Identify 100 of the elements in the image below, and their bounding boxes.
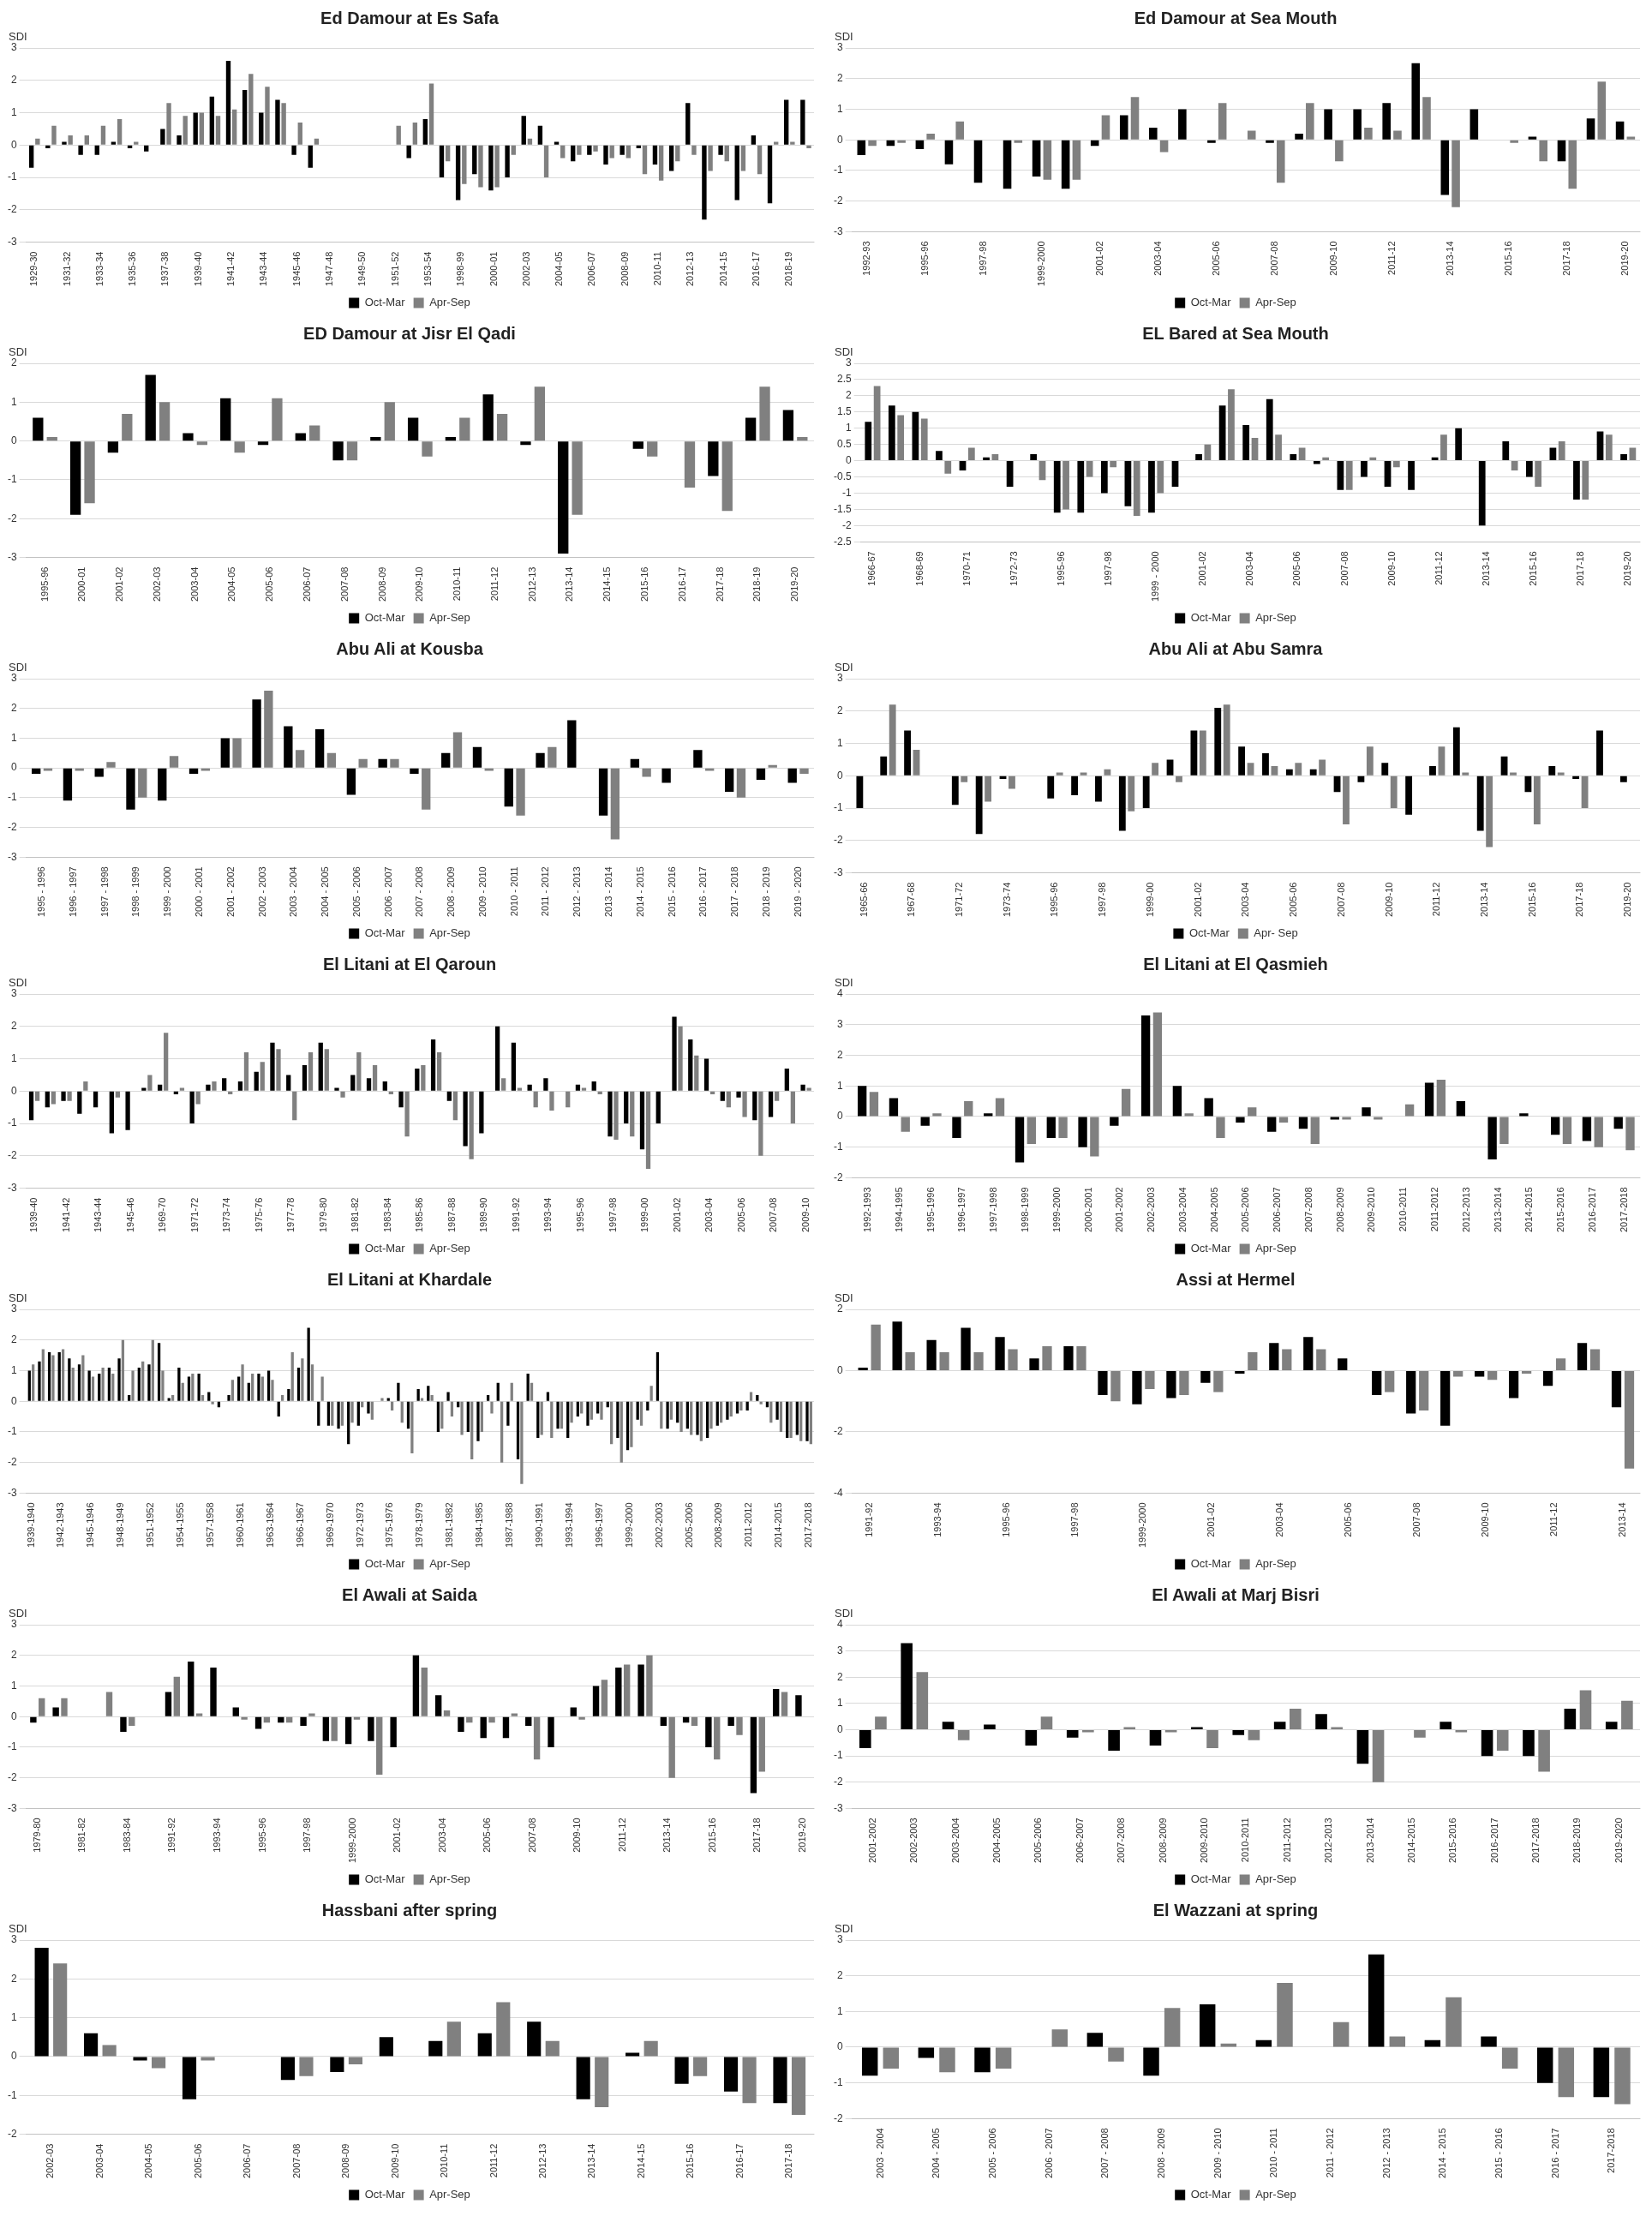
bar [714, 1716, 721, 1760]
chart-title: Hassbani after spring [321, 1900, 498, 1920]
y-tick-label: 0 [836, 1363, 843, 1376]
chart-title: El Awali at Marj Bisri [1152, 1584, 1320, 1604]
bar [422, 119, 428, 145]
bar [973, 140, 983, 183]
y-tick-label: -3 [8, 1801, 17, 1814]
bar [380, 1398, 384, 1401]
y-tick-label: 0.5 [836, 437, 852, 450]
bar [1058, 1117, 1068, 1138]
x-tick-label: 2017 - 2018 [729, 866, 740, 917]
y-tick-label: 2 [10, 702, 17, 715]
x-tick-label: 2004-2005 [991, 1818, 1003, 1863]
y-tick-label: -2 [8, 512, 17, 524]
bar [684, 441, 696, 488]
bar [1204, 1098, 1213, 1117]
y-tick-label: -2 [834, 194, 843, 207]
bar [133, 2057, 147, 2061]
bar [1582, 461, 1589, 500]
bar [189, 1091, 195, 1124]
bar [639, 1091, 645, 1150]
x-tick-label: 2011-2012 [743, 1502, 754, 1548]
bar [428, 83, 434, 145]
x-tick-label: 2001-02 [671, 1197, 682, 1233]
x-tick-label: 2014 - 2015 [634, 866, 645, 917]
bar [725, 768, 734, 792]
bar [443, 1710, 451, 1716]
x-tick-label: 2015-16 [685, 2143, 696, 2179]
bar [1389, 2036, 1406, 2047]
bar [1481, 1730, 1493, 1757]
bar [230, 1380, 235, 1401]
x-tick-label: 1999-00 [1144, 882, 1155, 918]
bar [649, 1386, 653, 1401]
x-tick-label: 2016-2017 [1488, 1818, 1499, 1863]
x-tick-label: 1942-1943 [55, 1502, 66, 1548]
bar [511, 1042, 517, 1091]
bar [1199, 2003, 1216, 2047]
bar [367, 1401, 370, 1414]
bar [356, 1401, 360, 1426]
bar [901, 1643, 913, 1730]
bar [520, 1401, 524, 1484]
bar [1282, 1349, 1292, 1370]
bar [220, 738, 230, 768]
bar [141, 1087, 147, 1091]
bar [510, 1382, 513, 1401]
bar [1414, 1730, 1426, 1738]
y-tick-label: 0 [836, 1110, 843, 1123]
y-tick-label: -1 [8, 2088, 17, 2101]
bar [1276, 140, 1285, 183]
bar [1313, 461, 1320, 464]
x-tick-label: 1957-1958 [204, 1502, 215, 1548]
bar [1008, 1349, 1018, 1370]
bar [533, 1716, 541, 1760]
x-tick-label: 2009-10 [1480, 1502, 1491, 1537]
bar [33, 417, 44, 441]
bar [210, 1668, 217, 1716]
x-tick-label: 2010-2011 [1240, 1818, 1251, 1863]
x-tick-label: 1949-50 [356, 251, 368, 287]
bar [540, 1401, 543, 1435]
x-tick-label: 2011-12 [488, 2143, 499, 2178]
x-tick-label: 2006 - 2007 [382, 866, 393, 917]
bar [368, 1716, 374, 1741]
bar [726, 1091, 731, 1108]
y-tick-label: -0.5 [833, 470, 852, 482]
bar [469, 1091, 474, 1159]
x-tick-label: 2010-2011 [1398, 1187, 1409, 1232]
bar [857, 1086, 867, 1117]
bar [353, 1716, 361, 1720]
x-tick-label: 1999-2000 [1036, 241, 1047, 286]
bar [107, 441, 119, 453]
bar [787, 768, 797, 783]
bar [1611, 1370, 1622, 1408]
x-tick-label: 2019-20 [1622, 551, 1633, 586]
bar [1462, 772, 1469, 776]
bar [407, 417, 419, 441]
bar [880, 756, 888, 776]
x-tick-label: 1997-98 [1097, 882, 1108, 918]
bar [478, 145, 483, 188]
bar [445, 145, 451, 162]
bar [1289, 1709, 1302, 1730]
bar [84, 135, 89, 145]
x-tick-label: 1947-48 [324, 251, 335, 287]
bar [484, 768, 494, 771]
bar [1366, 746, 1374, 776]
bar [1124, 461, 1132, 506]
bar [462, 145, 467, 184]
y-axis-title: SDI [835, 345, 853, 359]
bar [1523, 1730, 1535, 1757]
x-tick-label: 1999-00 [639, 1197, 650, 1233]
bar [1451, 140, 1460, 207]
x-tick-label: 2007-08 [526, 1818, 537, 1853]
bar [768, 1091, 774, 1117]
bar [959, 461, 967, 470]
bar [926, 134, 935, 140]
bar [159, 402, 171, 441]
bar [1343, 776, 1350, 824]
bar [212, 1081, 217, 1091]
bar [1440, 1722, 1451, 1730]
chart-title: ED Damour at Jisr El Qadi [303, 323, 516, 343]
bar [1539, 140, 1547, 162]
